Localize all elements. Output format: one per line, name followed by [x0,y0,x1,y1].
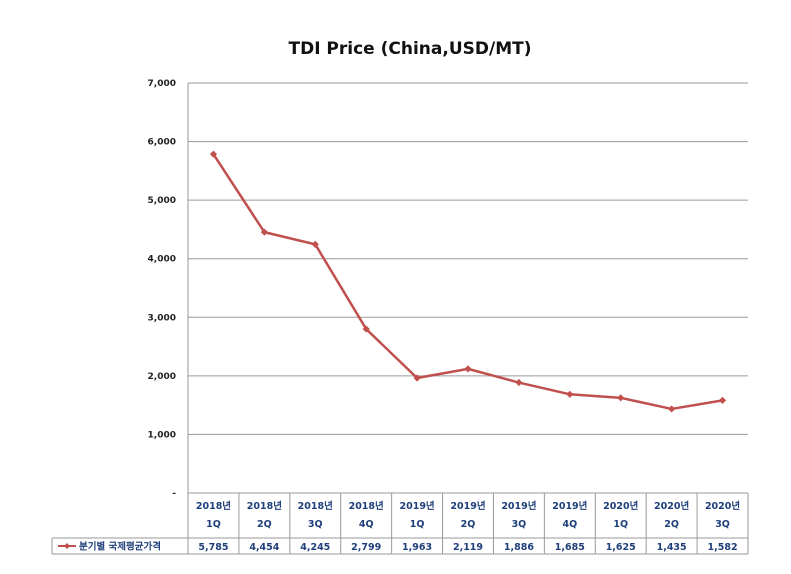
data-point [515,378,523,387]
category-year-label: 2019년 [552,500,587,512]
category-year-label: 2019년 [399,500,434,512]
category-year-label: 2019년 [501,500,536,512]
y-tick-label: - [172,489,176,499]
y-tick-label: 6,000 [148,138,176,148]
data-table-value: 4,454 [249,542,279,553]
y-tick-label: 3,000 [148,313,176,323]
data-point [464,365,472,373]
series-line-group [209,150,727,413]
data-point [668,405,676,413]
data-point [260,228,268,236]
category-quarter-label: 3Q [308,519,323,530]
data-table-value: 4,245 [300,542,330,553]
category-quarter-label: 1Q [613,519,628,530]
data-table-value: 1,963 [402,542,432,553]
y-axis-tick-labels: - 1,000 2,000 3,000 4,000 5,000 6,000 7,000 [148,79,177,499]
legend: 분기별 국제평균가격 [58,541,161,553]
legend-label: 분기별 국제평균가격 [79,541,161,553]
category-year-label: 2020년 [654,500,689,512]
y-tick-label: 7,000 [148,79,176,89]
category-year-label: 2018년 [196,500,231,512]
data-table-value: 1,685 [555,542,585,553]
data-table-value: 1,886 [504,542,534,553]
category-year-label: 2020년 [705,500,740,512]
data-table-value: 5,785 [198,542,228,553]
data-table-value: 1,435 [657,542,687,553]
category-quarter-label: 2Q [664,519,679,530]
category-quarter-label: 1Q [206,519,221,530]
data-table: 2018년 1Q 5,785 2018년 2Q 4,454 2018년 3Q 4,245 2018… [51,492,749,555]
category-year-label: 2018년 [247,500,282,512]
data-point [718,396,727,404]
data-point [413,374,421,382]
data-point [362,325,370,333]
data-table-value: 1,625 [606,542,636,553]
category-quarter-label: 3Q [512,519,527,530]
data-point [209,150,218,158]
data-table-value: 2,119 [453,542,483,553]
data-table-value: 1,582 [708,542,738,553]
y-tick-label: 5,000 [148,196,176,206]
data-point [566,390,574,398]
data-point [617,394,625,402]
category-year-label: 2019년 [450,500,485,512]
category-quarter-label: 4Q [562,519,577,530]
category-year-label: 2020년 [603,500,638,512]
data-point [311,240,319,248]
category-year-label: 2018년 [349,500,384,512]
y-tick-label: 2,000 [148,372,176,382]
y-tick-label: 1,000 [148,430,176,440]
category-year-label: 2018년 [298,500,333,512]
chart-title: TDI Price (China,USD/MT) [288,39,531,59]
category-quarter-label: 2Q [257,519,272,530]
data-table-value: 2,799 [351,542,381,553]
y-tick-label: 4,000 [148,255,176,265]
legend-marker [64,543,70,549]
category-quarter-label: 3Q [715,519,730,530]
category-quarter-label: 4Q [359,519,374,530]
category-quarter-label: 1Q [410,519,425,530]
grid-lines [187,82,748,493]
category-quarter-label: 2Q [461,519,476,530]
